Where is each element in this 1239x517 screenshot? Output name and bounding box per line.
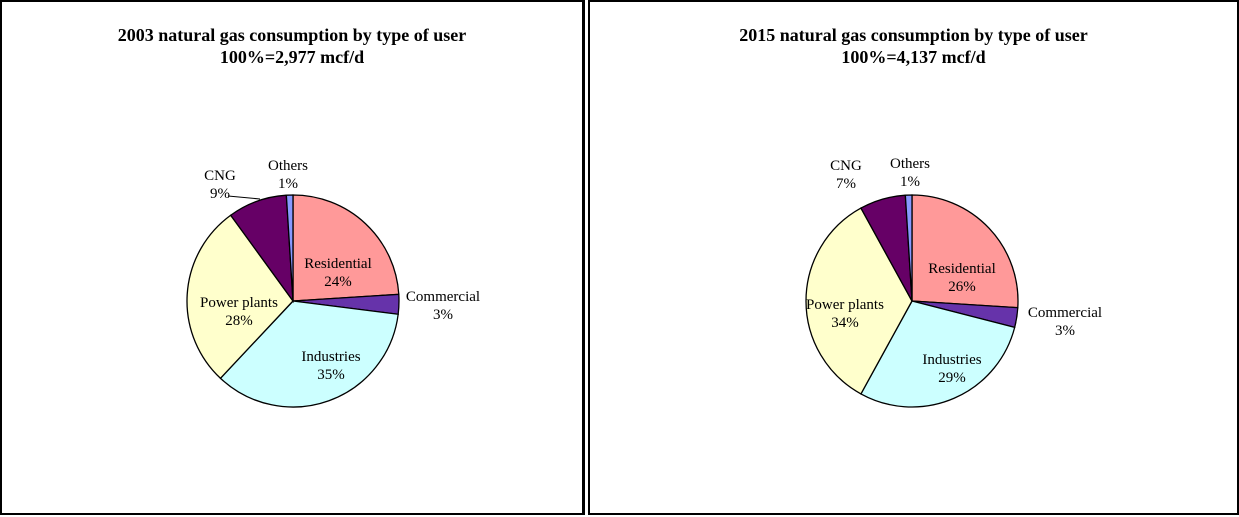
slice-label-cng: CNG: [204, 168, 236, 184]
slice-label-commercial: Commercial: [1028, 305, 1102, 321]
pie-slice-residential: [911, 194, 1019, 309]
slice-value-commercial: 3%: [433, 307, 453, 323]
pie-chart-2003: Residential 24% Commercial 3% Industries 35% P…: [186, 158, 480, 408]
chart-subtitle: 100%=2,977 mcf/d: [219, 47, 365, 67]
slice-label-commercial: Commercial: [406, 289, 480, 305]
chart-title-block: 2015 natural gas consumption by type of …: [590, 24, 1237, 68]
slice-value-power-plants: 28%: [225, 313, 253, 329]
slice-label-power-plants: Power plants: [200, 295, 278, 311]
slice-value-others: 1%: [278, 176, 298, 192]
slice-value-power-plants: 34%: [831, 315, 859, 331]
slice-value-others: 1%: [900, 174, 920, 190]
slice-label-others: Others: [890, 156, 930, 172]
slice-label-power-plants: Power plants: [806, 297, 884, 313]
slice-value-commercial: 3%: [1055, 323, 1075, 339]
slice-value-residential: 24%: [324, 274, 352, 290]
pie-slice-power-plants: [805, 207, 913, 395]
slice-value-cng: 9%: [210, 186, 230, 202]
pie-slice-residential: [292, 194, 400, 302]
slice-label-cng: CNG: [830, 158, 862, 174]
pie-slice-others: [904, 194, 913, 302]
pie-slice-others: [285, 194, 294, 302]
slice-label-residential: Residential: [304, 256, 372, 272]
pie-slice-industries: [219, 300, 399, 408]
slice-label-residential: Residential: [928, 261, 996, 277]
slice-label-others: Others: [268, 158, 308, 174]
chart-panel-2003: 2003 natural gas consumption by type of …: [0, 0, 585, 515]
slice-value-industries: 35%: [317, 367, 345, 383]
chart-title-block: 2003 natural gas consumption by type of …: [2, 24, 582, 68]
chart-title: 2015 natural gas consumption by type of …: [739, 25, 1088, 45]
leader-line-cng: [227, 195, 261, 200]
chart-title: 2003 natural gas consumption by type of …: [117, 25, 467, 45]
slice-label-industries: Industries: [301, 349, 360, 365]
slice-value-residential: 26%: [948, 279, 976, 295]
slice-label-industries: Industries: [922, 352, 981, 368]
slice-value-cng: 7%: [836, 176, 856, 192]
pie-slice-power-plants: [186, 214, 294, 380]
pie-chart-2015: Residential 26% Commercial 3% Industries 29% P…: [805, 156, 1102, 408]
chart-panel-2015: 2015 natural gas consumption by type of …: [588, 0, 1239, 515]
pie-slice-industries: [860, 300, 1016, 408]
chart-subtitle: 100%=4,137 mcf/d: [841, 47, 986, 67]
slice-value-industries: 29%: [938, 370, 966, 386]
